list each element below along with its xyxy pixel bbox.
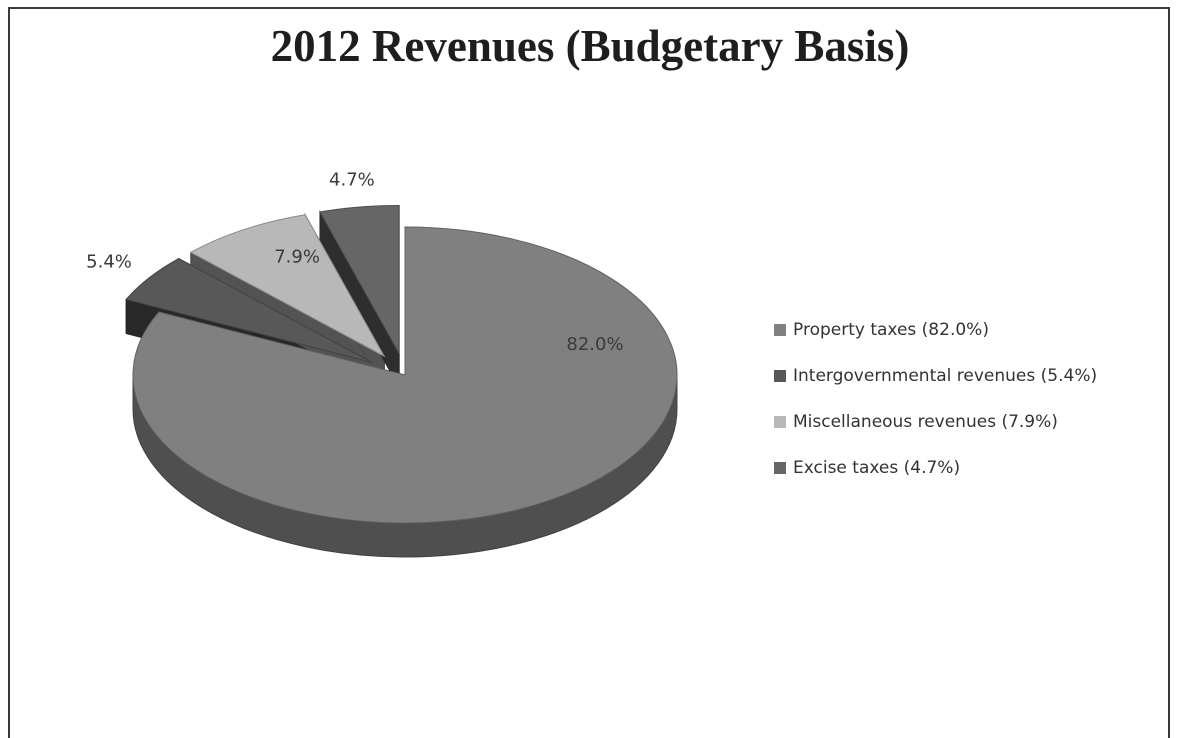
data-label-property-taxes: 82.0% (566, 334, 623, 355)
legend-item-miscellaneous-revenues: Miscellaneous revenues (7.9%) (774, 410, 1097, 433)
chart-legend: Property taxes (82.0%) Intergovernmental… (774, 318, 1097, 502)
pie-tops (125, 204, 678, 524)
legend-label: Excise taxes (4.7%) (793, 457, 961, 478)
legend-item-property-taxes: Property taxes (82.0%) (774, 318, 1097, 341)
pie-labels: 82.0% 5.4% 7.9% 4.7% (86, 170, 623, 355)
data-label-miscellaneous-revenues: 7.9% (274, 247, 320, 268)
legend-swatch (774, 369, 786, 382)
legend-swatch (774, 461, 786, 474)
data-label-intergovernmental-revenues: 5.4% (86, 252, 132, 273)
slice-excise-taxes (319, 204, 400, 356)
chart-title: 2012 Revenues (Budgetary Basis) (270, 21, 910, 71)
data-label-excise-taxes: 4.7% (329, 170, 375, 191)
legend-swatch (774, 415, 786, 428)
legend-label: Property taxes (82.0%) (793, 319, 989, 340)
slice-miscellaneous-revenues (189, 214, 386, 358)
legend-item-intergovernmental-revenues: Intergovernmental revenues (5.4%) (774, 364, 1097, 387)
slice-property-taxes (132, 226, 678, 524)
legend-swatch (774, 323, 786, 336)
slice-intergovernmental-revenues (125, 257, 373, 364)
legend-item-excise-taxes: Excise taxes (4.7%) (774, 456, 1097, 479)
legend-label: Intergovernmental revenues (5.4%) (793, 365, 1098, 386)
legend-label: Miscellaneous revenues (7.9%) (793, 411, 1058, 432)
